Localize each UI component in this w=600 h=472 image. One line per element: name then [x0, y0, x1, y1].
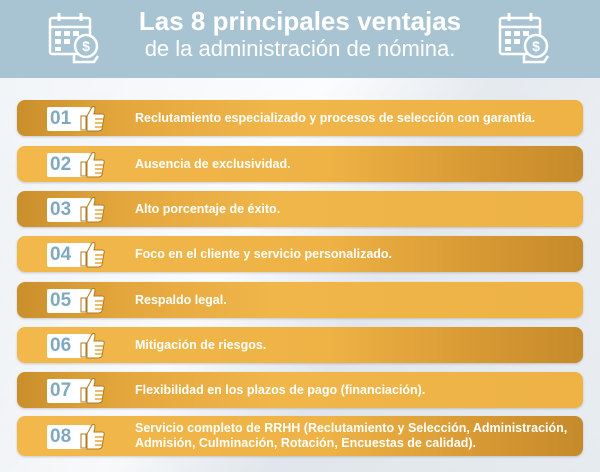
item-text: Flexibilidad en los plazos de pago (fina… [135, 382, 426, 397]
item-text: Servicio completo de RRHH (Reclutamiento… [135, 421, 568, 450]
item-text: Mitigación de riesgos. [135, 337, 267, 352]
list-item: 06 Mitigación de riesgos. [17, 327, 583, 363]
background [0, 78, 600, 472]
list-item: 02 Ausencia de exclusividad. [17, 146, 583, 182]
calendar-money-icon: $ [498, 13, 550, 64]
item-text: Foco en el cliente y servicio personaliz… [135, 246, 393, 261]
list-item: 04 Foco en el cliente y servicio persona… [17, 236, 583, 272]
page-title: Las 8 principales ventajas [138, 6, 462, 36]
item-text: Ausencia de exclusividad. [135, 156, 291, 171]
thumbs-up-icon [80, 332, 105, 359]
thumbs-up-icon [80, 241, 105, 268]
thumbs-up-icon [80, 151, 105, 178]
thumbs-up-icon [80, 287, 105, 314]
calendar-money-icon: $ [48, 13, 100, 64]
item-text: Reclutamiento especializado y procesos d… [135, 110, 536, 125]
header-banner: $ Las 8 principales ventajas de la admin… [0, 0, 600, 78]
item-text: Respaldo legal. [135, 292, 227, 307]
item-number: 08 [47, 425, 91, 449]
thumbs-up-icon [80, 105, 105, 132]
svg-text:$: $ [82, 38, 90, 54]
thumbs-up-icon [80, 377, 105, 404]
thumbs-up-icon [80, 423, 105, 450]
page-subtitle: de la administración de nómina. [144, 36, 456, 61]
thumbs-up-icon [80, 196, 105, 223]
list-item: 07 Flexibilidad en los plazos de pago (f… [17, 372, 583, 408]
list-item: 05 Respaldo legal. [17, 282, 583, 318]
svg-text:$: $ [532, 38, 540, 54]
list-item: 03 Alto porcentaje de éxito. [17, 191, 583, 227]
list-item: 01 Reclutamiento especializado y proceso… [17, 100, 583, 136]
item-text: Alto porcentaje de éxito. [135, 201, 281, 216]
list-item: 08 Servicio completo de RRHH (Reclutamie… [17, 416, 583, 456]
